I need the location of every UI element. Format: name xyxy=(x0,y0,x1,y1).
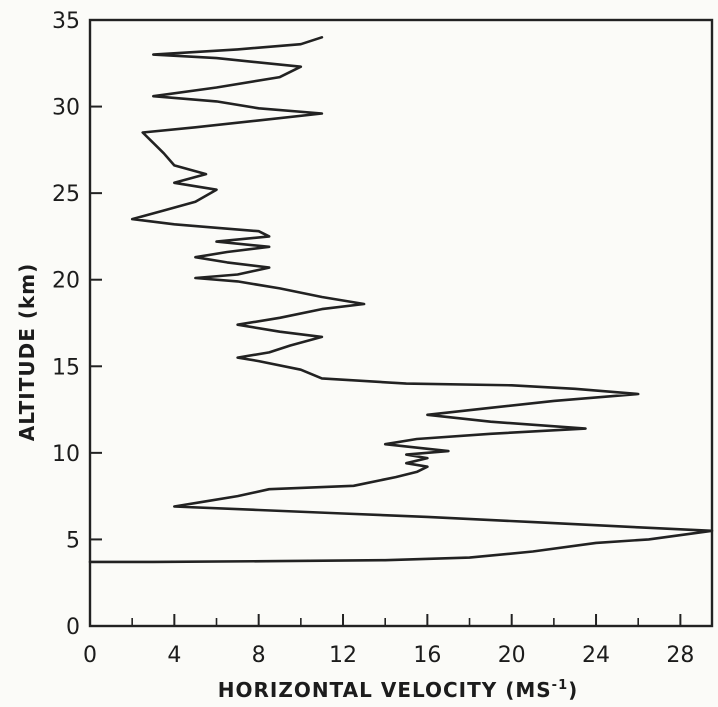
plot-frame xyxy=(88,18,714,628)
x-tick-label: 28 xyxy=(666,643,694,668)
y-tick-label: 15 xyxy=(52,355,80,380)
y-axis-title: ALTITUDE (km) xyxy=(15,263,39,442)
velocity-profile-line xyxy=(88,36,714,564)
plot-border xyxy=(88,18,714,628)
y-tick-label: 10 xyxy=(52,442,80,467)
x-tick-label: 8 xyxy=(252,643,266,668)
y-tick-label: 30 xyxy=(52,96,80,121)
y-tick-label: 35 xyxy=(52,9,80,34)
x-tick-label: 4 xyxy=(167,643,181,668)
y-axis-ticks: 0 5 10 15 20 25 30 35 xyxy=(52,9,102,640)
y-tick-label: 25 xyxy=(52,182,80,207)
x-axis-title-close: ) xyxy=(568,678,578,702)
y-tick-label: 0 xyxy=(66,615,80,640)
y-tick-label: 5 xyxy=(66,528,80,553)
x-tick-label: 16 xyxy=(413,643,441,668)
x-axis-title: HORIZONTAL VELOCITY (MS-1) xyxy=(218,678,579,702)
y-tick-label: 20 xyxy=(52,269,80,294)
x-tick-label: 24 xyxy=(582,643,610,668)
x-axis-title-superscript: -1 xyxy=(552,678,568,693)
x-tick-label: 20 xyxy=(498,643,526,668)
x-tick-label: 0 xyxy=(83,643,97,668)
x-axis-title-main: HORIZONTAL VELOCITY (MS xyxy=(218,678,552,702)
series-layer xyxy=(88,36,714,564)
x-tick-label: 12 xyxy=(329,643,357,668)
x-axis-ticks: 0 4 8 12 16 20 24 28 xyxy=(83,614,694,668)
